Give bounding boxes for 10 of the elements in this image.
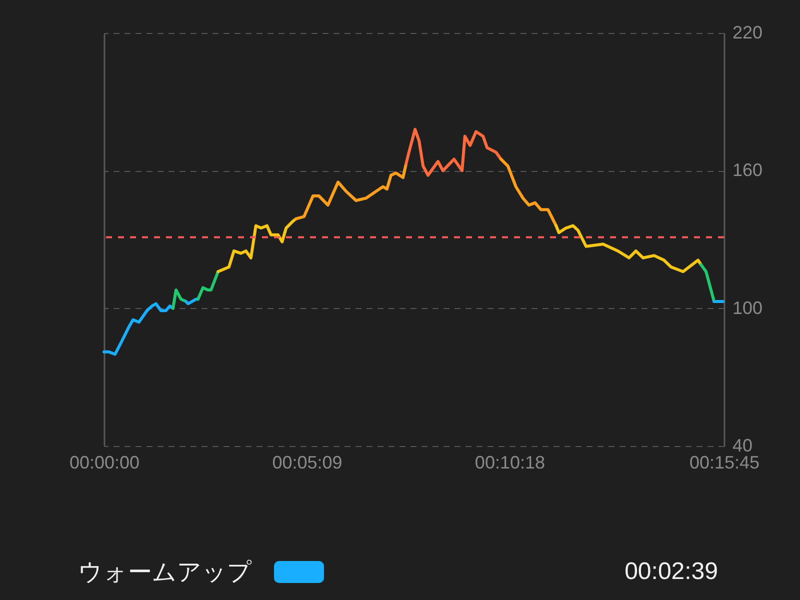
text: 00:02:39 [624,558,718,586]
x-tick-label: 00:15:45 [689,452,760,472]
x-tick-label: 00:00:00 [69,452,140,472]
x-tick-label: 00:05:09 [272,452,342,472]
y-tick-label: 220 [732,22,763,42]
x-tick-label: 00:10:18 [474,452,545,472]
y-tick-label: 40 [732,436,753,456]
legend-label: ウォームアップ [78,557,252,588]
y-tick-label: 160 [732,160,763,180]
y-tick-label: 100 [732,298,763,318]
